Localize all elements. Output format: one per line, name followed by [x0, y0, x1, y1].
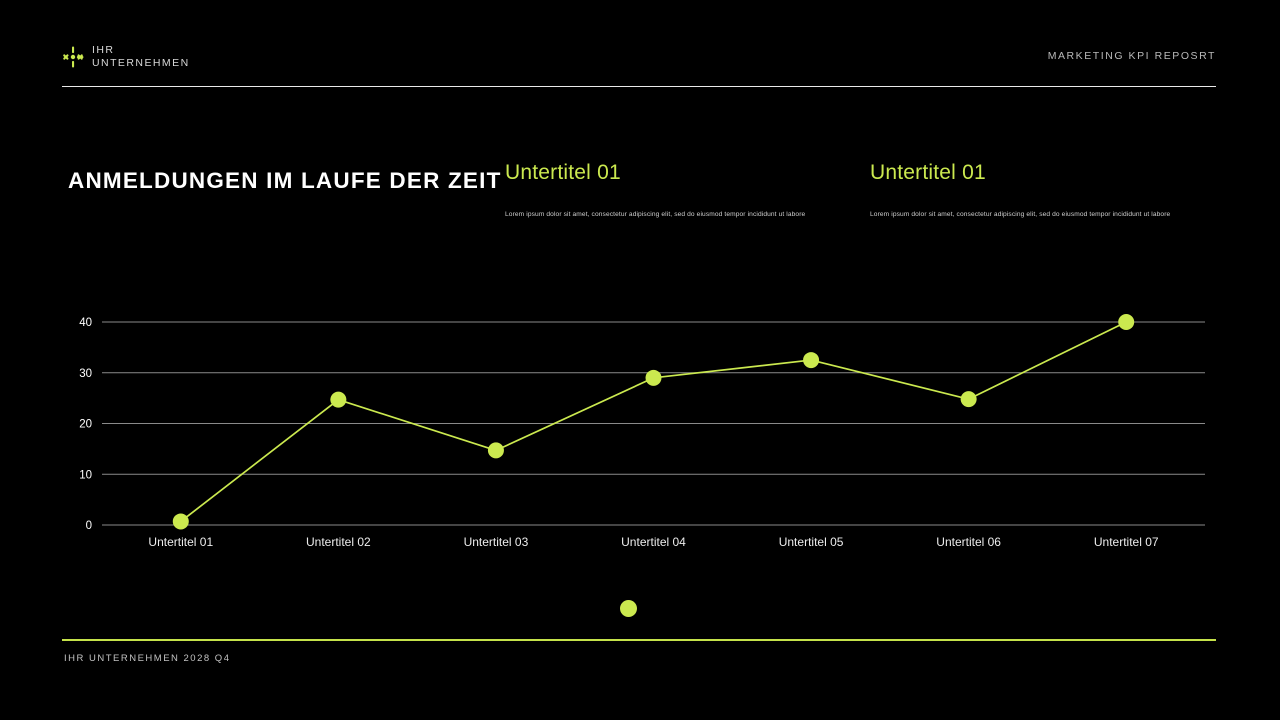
y-axis-tick-label: 10	[79, 469, 92, 481]
data-point[interactable]	[172, 513, 189, 530]
x-axis-tick-label: Untertitel 03	[464, 535, 529, 549]
y-axis-labels: 0 10 20 30 40	[79, 317, 92, 532]
x-axis-tick-label: Untertitel 02	[306, 535, 371, 549]
subtitle-heading: Untertitel 01	[870, 161, 986, 184]
brand-block: IHR UNTERNEHMEN	[62, 44, 190, 70]
x-axis-tick-label: Untertitel 05	[779, 535, 844, 549]
y-axis-tick-label: 20	[79, 419, 92, 431]
brand-name: IHR UNTERNEHMEN	[92, 44, 190, 69]
line-chart: 0 10 20 30 40 Untertitel 01 Untertitel 02 Unte…	[62, 300, 1222, 600]
series-line	[179, 321, 1128, 523]
footer-text: IHR UNTERNEHMEN 2028 Q4	[64, 653, 231, 664]
title-row: ANMELDUNGEN IM LAUFE DER ZEIT Untertitel…	[0, 160, 1280, 240]
data-point[interactable]	[960, 391, 977, 408]
subtitle-body: Lorem ipsum dolor sit amet, consectetur …	[505, 211, 806, 218]
subtitle-column-2: Untertitel 01 Lorem ipsum dolor sit amet…	[870, 160, 1200, 220]
footer-divider	[62, 639, 1216, 641]
report-label: MARKETING KPI REPOSRT	[1047, 50, 1216, 62]
data-points	[172, 314, 1135, 530]
header-divider	[62, 86, 1216, 87]
data-point[interactable]	[1118, 314, 1135, 330]
x-axis-labels: Untertitel 01 Untertitel 02 Untertitel 03 U…	[148, 535, 1158, 549]
chart-legend	[620, 600, 646, 617]
subtitle-body: Lorem ipsum dolor sit amet, consectetur …	[870, 211, 1171, 218]
y-axis-tick-label: 40	[79, 317, 92, 329]
x-axis-tick-label: Untertitel 01	[148, 535, 213, 549]
x-axis-tick-label: Untertitel 04	[621, 535, 686, 549]
subtitle-column-1: Untertitel 01 Lorem ipsum dolor sit amet…	[505, 160, 835, 220]
x-axis-tick-label: Untertitel 07	[1094, 535, 1159, 549]
subtitle-heading: Untertitel 01	[505, 161, 621, 184]
y-axis-tick-label: 0	[86, 520, 92, 532]
data-point[interactable]	[487, 442, 504, 459]
data-point[interactable]	[330, 391, 347, 408]
y-axis-tick-label: 30	[79, 368, 92, 380]
x-axis-tick-label: Untertitel 06	[936, 535, 1001, 549]
slide-header: IHR UNTERNEHMEN MARKETING KPI REPOSRT	[62, 44, 1216, 88]
starburst-icon	[63, 46, 84, 68]
data-point[interactable]	[645, 369, 662, 386]
series-dot-icon	[620, 600, 637, 617]
page-title: ANMELDUNGEN IM LAUFE DER ZEIT	[68, 168, 502, 193]
data-point[interactable]	[803, 352, 820, 369]
grid-lines	[102, 321, 1205, 526]
